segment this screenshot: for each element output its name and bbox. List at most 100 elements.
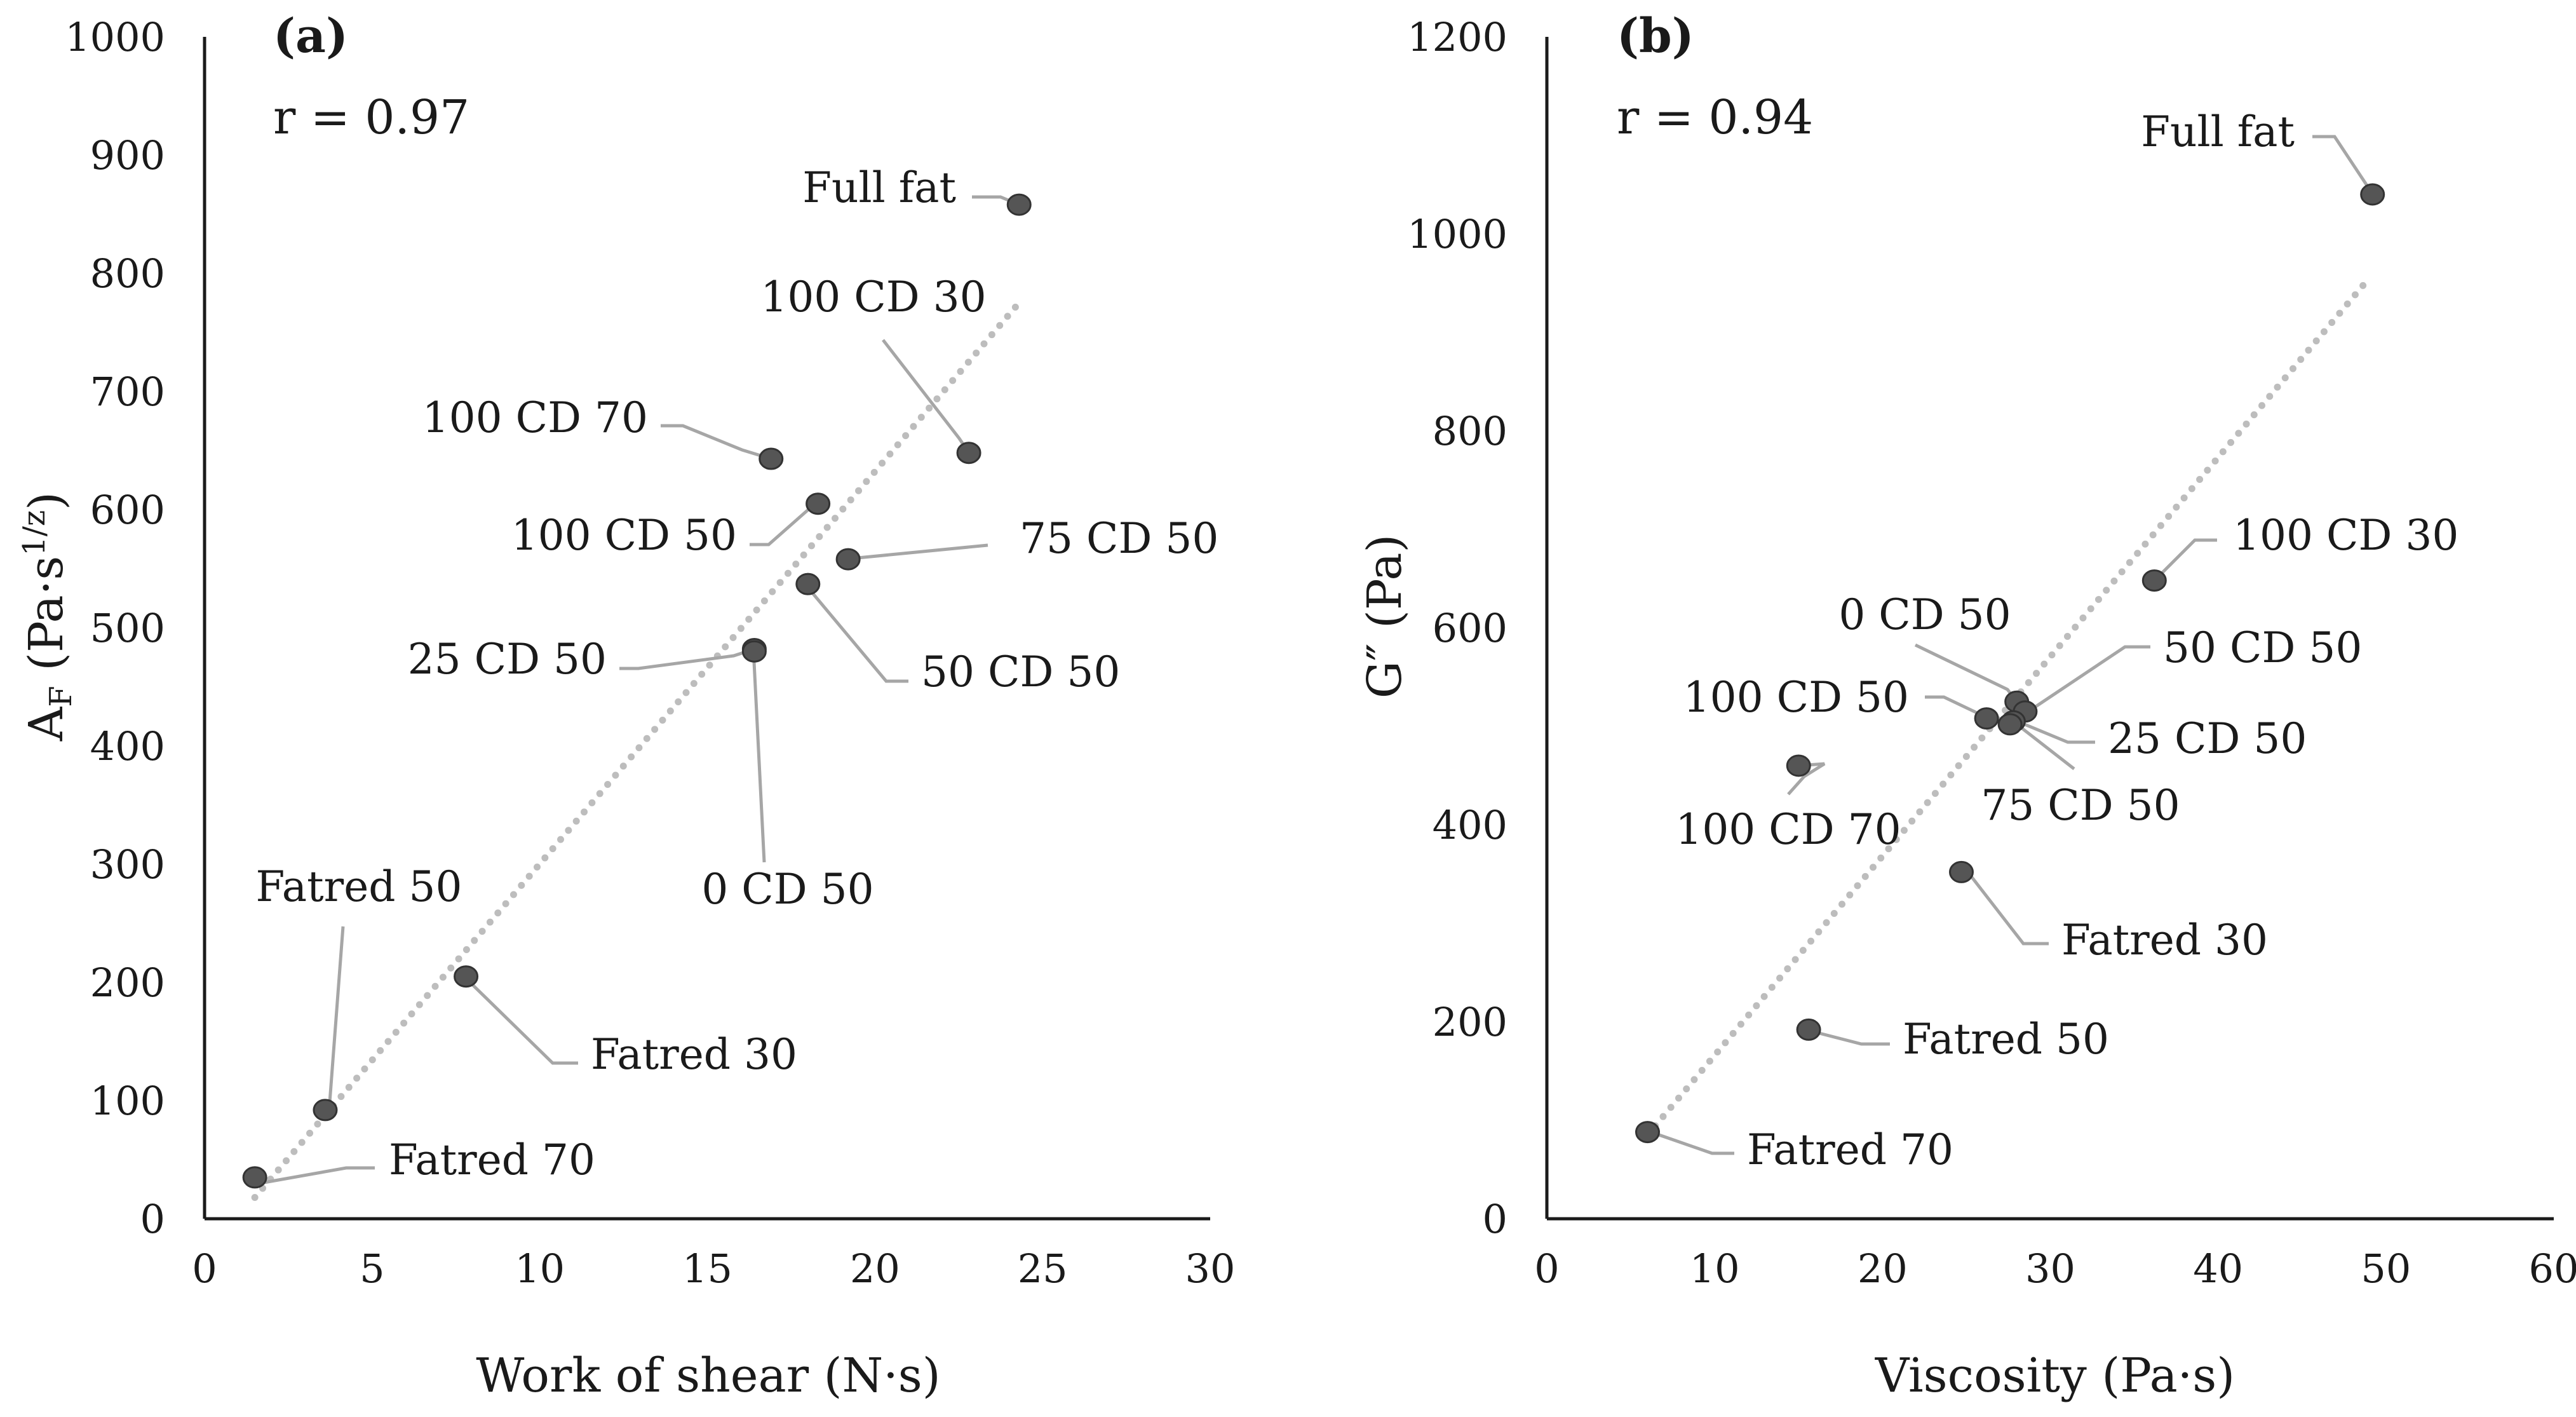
x-tick-labels-b: 0 10 20 30 40 50 60 [1534,1245,2576,1292]
y-axis-title-b: G″ (Pa) [1358,534,1412,699]
y-tick-label: 700 [90,369,165,415]
point-label-75-cd-50: 75 CD 50 [1981,781,2180,830]
y-tick-label: 600 [1433,605,1507,651]
y-tick-label: 500 [90,605,165,651]
point-label-100-cd-30: 100 CD 30 [2233,511,2458,560]
point-label-50-cd-50: 50 CD 50 [2163,623,2362,672]
data-point-fatred-70 [1635,1121,1660,1144]
point-label-100-cd-50: 100 CD 50 [1683,673,1909,722]
data-point-100-cd-70 [1786,754,1811,777]
point-label-fatred-70: Fatred 70 [1747,1125,1953,1174]
y-axis-title-a-main: A [19,706,74,742]
y-tick-label: 900 [90,132,165,179]
x-axis-title-b: Viscosity (Pa·s) [1875,1348,2235,1403]
data-point-full-fat [1006,193,1032,216]
x-tick-label: 10 [515,1245,565,1292]
y-tick-label: 400 [90,723,165,770]
data-point-fatred-30 [454,965,479,988]
point-label-50-cd-50: 50 CD 50 [921,647,1120,696]
x-tick-label: 30 [2025,1245,2075,1292]
point-label-full-fat: Full fat [802,163,956,212]
point-label-fatred-50: Fatred 50 [255,862,462,911]
x-tick-label: 20 [850,1245,900,1292]
x-tick-labels-a: 0 5 10 15 20 25 30 [192,1245,1235,1292]
data-point-75-cd-50 [1997,713,2023,736]
y-axis-title-a: AF (Pa·s1/z) [17,492,79,742]
axes-b [1545,37,2554,1221]
point-label-full-fat: Full fat [2141,107,2295,156]
data-point-100-cd-70 [759,447,784,470]
x-tick-label: 0 [192,1245,217,1292]
leader-line-100-cd-70 [1787,762,1826,796]
y-tick-label: 600 [90,487,165,533]
point-label-100-cd-70: 100 CD 70 [1675,805,1901,854]
y-tick-label: 800 [1433,408,1507,454]
point-labels-a: Full fat 100 CD 30 100 CD 70 100 CD 50 75 CD… [255,163,1218,1184]
x-axis-title-a: Work of shear (N·s) [476,1348,940,1403]
point-label-0-cd-50: 0 CD 50 [1838,590,2011,639]
point-labels-b: Full fat 100 CD 30 0 CD 50 50 CD 50 100 CD 5… [1675,107,2458,1174]
x-tick-label: 25 [1018,1245,1068,1292]
point-label-100-cd-70: 100 CD 70 [422,393,648,442]
y-axis-title-a-paren: (Pa·s [19,556,74,686]
y-axis-title-a-close: ) [19,492,74,510]
x-tick-label: 5 [360,1245,384,1292]
y-tick-label: 200 [1433,999,1507,1045]
x-tick-label: 50 [2361,1245,2411,1292]
trendline-a [251,299,1023,1202]
y-tick-labels-b: 0 200 400 600 800 1000 1200 [1407,14,1507,1242]
trendline-a [251,299,1023,1202]
leader-line-100-cd-70 [661,424,772,461]
chart-panel-b: Full fat 100 CD 30 0 CD 50 50 CD 50 100 CD 5… [1358,9,2576,1403]
point-label-fatred-70: Fatred 70 [389,1136,595,1184]
point-label-fatred-30: Fatred 30 [591,1030,797,1079]
data-point-0-cd-50 [741,640,767,663]
x-tick-label: 30 [1185,1245,1236,1292]
x-tick-label: 40 [2193,1245,2243,1292]
point-label-100-cd-30: 100 CD 30 [760,273,986,322]
data-point-50-cd-50 [795,573,821,595]
data-point-full-fat [2360,183,2385,206]
data-point-fatred-50 [1796,1018,1821,1041]
data-point-100-cd-30 [2141,569,2167,592]
y-tick-label: 1000 [65,14,165,60]
y-tick-label: 300 [90,841,165,888]
x-tick-label: 10 [1690,1245,1740,1292]
point-label-25-cd-50: 25 CD 50 [2108,714,2307,763]
y-tick-label: 0 [140,1196,165,1242]
y-tick-label: 1000 [1407,211,1507,257]
y-tick-label: 100 [90,1078,165,1124]
y-tick-labels-a: 0 100 200 300 400 500 600 700 800 900 1000 [65,14,165,1242]
point-label-100-cd-50: 100 CD 50 [511,511,737,560]
point-label-fatred-50: Fatred 50 [1903,1015,2109,1064]
point-label-0-cd-50: 0 CD 50 [701,865,873,914]
data-point-100-cd-50 [806,492,831,515]
panel-label-b: (b) [1617,9,1694,64]
data-points-b [1635,183,2385,1144]
x-tick-label: 15 [682,1245,732,1292]
point-label-fatred-30: Fatred 30 [2061,916,2268,965]
data-point-75-cd-50 [835,548,861,571]
data-point-fatred-70 [242,1166,267,1189]
x-tick-label: 0 [1534,1245,1559,1292]
y-tick-label: 200 [90,959,165,1006]
y-axis-title-a-sub: F [43,686,79,707]
data-point-100-cd-50 [1974,707,1999,730]
x-tick-label: 60 [2529,1245,2576,1292]
axes-a [203,37,1210,1221]
y-tick-label: 1200 [1407,14,1507,60]
data-point-fatred-50 [313,1099,338,1122]
y-axis-title-a-sup: 1/z [17,510,52,556]
data-point-fatred-30 [1948,860,1974,883]
correlation-annotation-a: r = 0.97 [273,90,469,145]
data-point-100-cd-30 [956,442,981,464]
point-label-75-cd-50: 75 CD 50 [1020,514,1218,563]
y-tick-label: 400 [1433,802,1507,848]
point-label-25-cd-50: 25 CD 50 [408,635,607,684]
x-tick-label: 20 [1858,1245,1908,1292]
correlation-annotation-b: r = 0.94 [1617,90,1813,145]
y-tick-label: 800 [90,250,165,297]
data-points-a [242,193,1032,1189]
